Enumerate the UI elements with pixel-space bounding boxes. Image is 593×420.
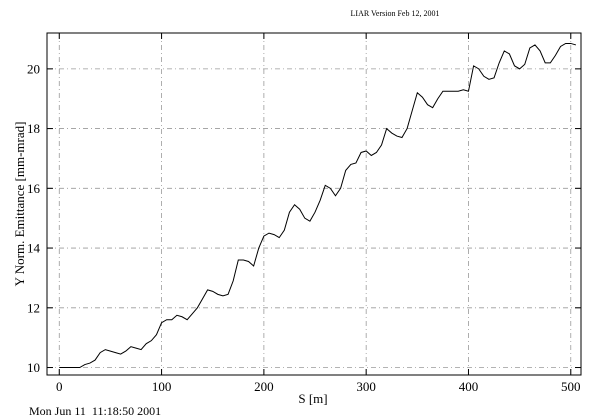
y-tick-label: 12	[27, 300, 40, 315]
y-tick-label: 16	[27, 181, 41, 196]
x-tick-label: 0	[56, 379, 63, 394]
tick-labels: 0 100 200 300 400 500 10 12 14 16 18 20	[27, 61, 581, 394]
x-tick-label: 400	[459, 379, 479, 394]
x-tick-label: 500	[561, 379, 581, 394]
version-header: LIAR Version Feb 12, 2001	[351, 9, 440, 18]
grid	[47, 33, 581, 375]
axis-ticks	[47, 33, 581, 375]
y-tick-label: 20	[27, 61, 40, 76]
x-tick-label: 100	[152, 379, 172, 394]
x-tick-label: 300	[356, 379, 376, 394]
y-tick-label: 18	[27, 121, 40, 136]
y-tick-label: 14	[27, 241, 41, 256]
y-tick-label: 10	[27, 360, 40, 375]
x-tick-label: 200	[254, 379, 274, 394]
timestamp-footer: Mon Jun 11 11:18:50 2001	[29, 404, 161, 418]
series-group	[59, 42, 577, 369]
plot-frame	[46, 32, 582, 376]
x-axis-label: S [m]	[298, 391, 327, 406]
y-axis-label: Y Norm. Emittance [mm-mrad]	[12, 122, 27, 287]
emittance-series-line	[59, 42, 577, 369]
